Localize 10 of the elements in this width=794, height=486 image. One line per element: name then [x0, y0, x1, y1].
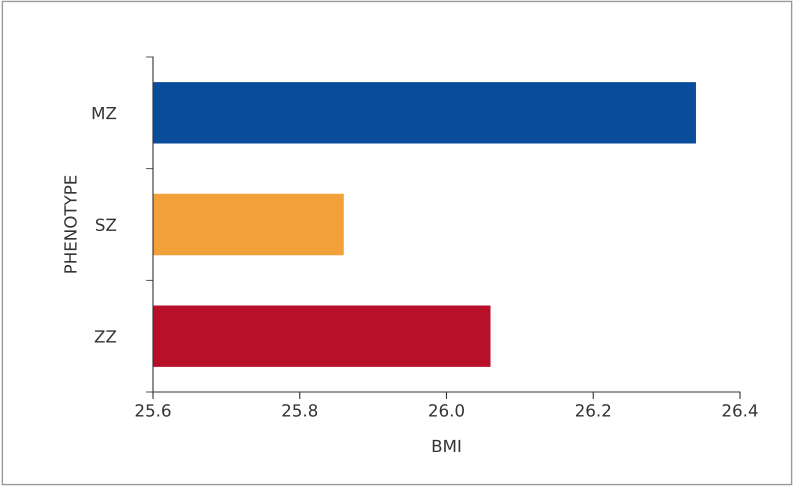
y-tick-label: SZ [96, 218, 116, 232]
x-tick-label: 26.0 [429, 404, 464, 417]
x-tick-label: 26.4 [722, 404, 758, 417]
y-tick-label: MZ [92, 107, 116, 120]
x-axis-title: BMI [432, 440, 460, 452]
x-tick-label: 26.2 [576, 404, 610, 417]
y-tick-label: ZZ [94, 330, 116, 342]
y-axis-title: PHENOTYPE [64, 176, 77, 273]
x-tick-label: 25.6 [136, 404, 171, 417]
x-tick-label: 25.8 [282, 404, 318, 417]
